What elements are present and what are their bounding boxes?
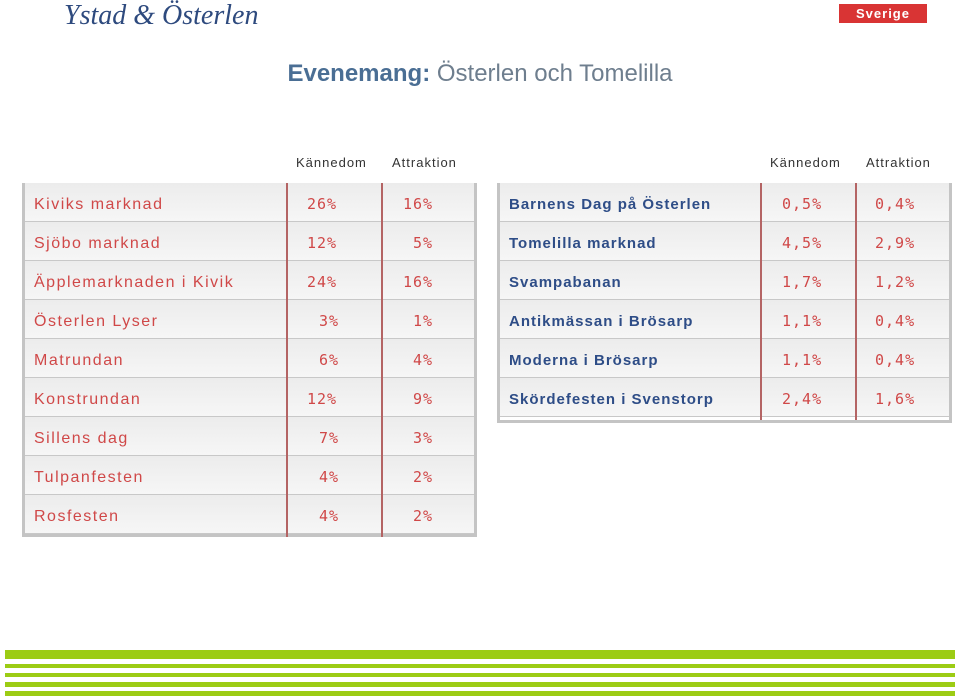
kannedom-value: 7%	[319, 429, 340, 447]
attraktion-value: 0,4%	[875, 312, 916, 330]
footer-stripe	[5, 673, 955, 677]
right-header-attraktion: Attraktion	[866, 155, 931, 170]
footer-stripe	[5, 664, 955, 668]
attraktion-value: 3%	[413, 429, 434, 447]
attraktion-value: 1%	[413, 312, 434, 330]
right-table-shadow-left	[497, 183, 500, 423]
footer-stripe	[5, 682, 955, 687]
kannedom-value: 4,5%	[782, 234, 823, 252]
brand-logo-text: Ystad & Österlen	[64, 0, 259, 31]
event-name: Matrundan	[34, 352, 124, 369]
kannedom-value: 24%	[307, 273, 338, 291]
table-row: Österlen Lyser 3% 1%	[25, 300, 474, 339]
left-header-attraktion: Attraktion	[392, 155, 457, 170]
attraktion-value: 1,6%	[875, 390, 916, 408]
attraktion-value: 5%	[413, 234, 434, 252]
attraktion-value: 2,9%	[875, 234, 916, 252]
attraktion-value: 2%	[413, 507, 434, 525]
table-row: Matrundan 6% 4%	[25, 339, 474, 378]
right-table-shadow-bottom	[497, 420, 952, 423]
attraktion-value: 4%	[413, 351, 434, 369]
event-name: Äpplemarknaden i Kivik	[34, 274, 235, 291]
attraktion-value: 1,2%	[875, 273, 916, 291]
right-column-divider-1	[760, 183, 762, 420]
kannedom-value: 1,1%	[782, 312, 823, 330]
right-header-kannedom: Kännedom	[770, 155, 841, 170]
event-name: Österlen Lyser	[34, 313, 159, 330]
table-row: Tomelilla marknad 4,5% 2,9%	[500, 222, 949, 261]
attraktion-value: 16%	[403, 273, 434, 291]
footer-stripe	[5, 691, 955, 696]
kannedom-value: 1,7%	[782, 273, 823, 291]
kannedom-value: 12%	[307, 234, 338, 252]
table-row: Rosfesten 4% 2%	[25, 495, 474, 534]
title-label: Evenemang:	[287, 60, 431, 87]
kannedom-value: 4%	[319, 468, 340, 486]
kannedom-value: 6%	[319, 351, 340, 369]
table-row: Svampabanan 1,7% 1,2%	[500, 261, 949, 300]
table-row: Skördefesten i Svenstorp 2,4% 1,6%	[500, 378, 949, 417]
kannedom-value: 12%	[307, 390, 338, 408]
attraktion-value: 0,4%	[875, 195, 916, 213]
table-row: Barnens Dag på Österlen 0,5% 0,4%	[500, 183, 949, 222]
left-events-table: Kiviks marknad 26% 16% Sjöbo marknad 12%…	[25, 183, 474, 534]
right-events-table: Barnens Dag på Österlen 0,5% 0,4% Tomeli…	[500, 183, 949, 417]
table-row: Antikmässan i Brösarp 1,1% 0,4%	[500, 300, 949, 339]
attraktion-value: 2%	[413, 468, 434, 486]
kannedom-value: 0,5%	[782, 195, 823, 213]
event-name: Sillens dag	[34, 430, 129, 447]
event-name: Konstrundan	[34, 391, 142, 408]
table-row: Sjöbo marknad 12% 5%	[25, 222, 474, 261]
footer-stripe	[5, 650, 955, 659]
table-row: Tulpanfesten 4% 2%	[25, 456, 474, 495]
title-subject: Österlen och Tomelilla	[430, 60, 673, 87]
attraktion-value: 9%	[413, 390, 434, 408]
table-row: Äpplemarknaden i Kivik 24% 16%	[25, 261, 474, 300]
event-name: Tomelilla marknad	[509, 235, 657, 252]
left-table-shadow-bottom	[22, 534, 477, 537]
event-name: Svampabanan	[509, 274, 622, 291]
event-name: Rosfesten	[34, 508, 120, 525]
left-header-kannedom: Kännedom	[296, 155, 367, 170]
attraktion-value: 0,4%	[875, 351, 916, 369]
country-badge[interactable]: Sverige	[839, 4, 927, 23]
event-name: Sjöbo marknad	[34, 235, 162, 252]
right-table-shadow-right	[949, 183, 952, 423]
left-table-shadow-right	[474, 183, 477, 537]
kannedom-value: 3%	[319, 312, 340, 330]
left-table-shadow-left	[22, 183, 25, 537]
kannedom-value: 1,1%	[782, 351, 823, 369]
kannedom-value: 26%	[307, 195, 338, 213]
right-column-divider-2	[855, 183, 857, 420]
attraktion-value: 16%	[403, 195, 434, 213]
event-name: Tulpanfesten	[34, 469, 144, 486]
table-row: Sillens dag 7% 3%	[25, 417, 474, 456]
event-name: Moderna i Brösarp	[509, 352, 659, 369]
table-row: Konstrundan 12% 9%	[25, 378, 474, 417]
event-name: Barnens Dag på Österlen	[509, 196, 712, 213]
table-row: Moderna i Brösarp 1,1% 0,4%	[500, 339, 949, 378]
left-column-divider-1	[286, 183, 288, 537]
event-name: Kiviks marknad	[34, 196, 164, 213]
kannedom-value: 2,4%	[782, 390, 823, 408]
event-name: Antikmässan i Brösarp	[509, 313, 694, 330]
kannedom-value: 4%	[319, 507, 340, 525]
table-row: Kiviks marknad 26% 16%	[25, 183, 474, 222]
event-name: Skördefesten i Svenstorp	[509, 391, 714, 408]
page-title: Evenemang: Österlen och Tomelilla	[0, 60, 960, 88]
left-column-divider-2	[381, 183, 383, 537]
